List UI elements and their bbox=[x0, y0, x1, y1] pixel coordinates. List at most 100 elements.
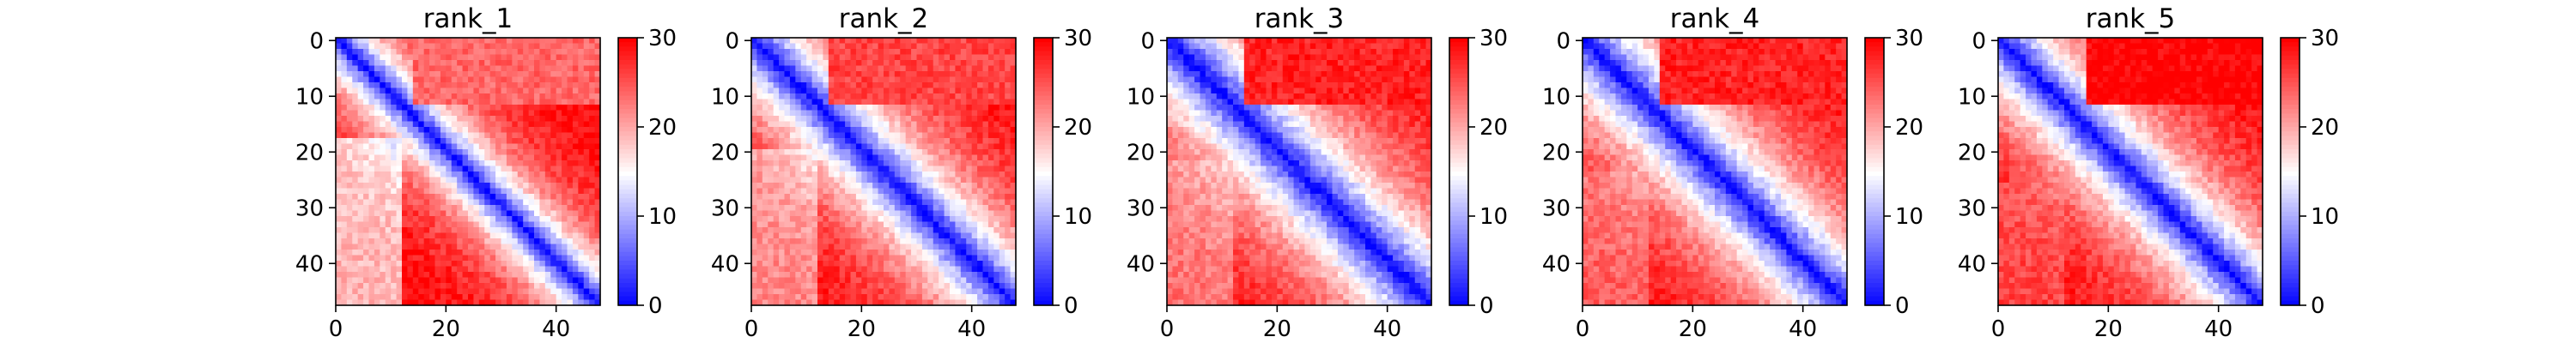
heatmap-cell bbox=[789, 210, 796, 217]
heatmap-cell bbox=[894, 294, 901, 301]
heatmap-cell bbox=[960, 227, 967, 234]
heatmap-cell bbox=[1005, 116, 1012, 123]
heatmap-cell bbox=[828, 160, 835, 167]
heatmap-cell bbox=[806, 149, 813, 156]
heatmap-cell bbox=[762, 149, 769, 156]
heatmap-cell bbox=[336, 76, 343, 83]
heatmap-cell bbox=[779, 294, 786, 301]
heatmap-cell bbox=[451, 255, 458, 262]
heatmap-cell bbox=[512, 154, 519, 161]
heatmap-cell bbox=[544, 210, 551, 217]
heatmap-cell bbox=[385, 227, 392, 234]
heatmap-cell bbox=[1005, 255, 1012, 262]
heatmap-cell bbox=[336, 132, 343, 139]
heatmap-cell bbox=[380, 65, 386, 72]
heatmap-cell bbox=[380, 177, 386, 184]
heatmap-cell bbox=[784, 266, 791, 273]
heatmap-cell bbox=[434, 132, 441, 139]
heatmap-cell bbox=[391, 172, 398, 178]
heatmap-cell bbox=[434, 49, 441, 56]
x-tick-label: 20 bbox=[848, 316, 876, 342]
colorbar-step bbox=[1034, 296, 1053, 302]
heatmap-cell bbox=[534, 283, 541, 290]
heatmap-cell bbox=[900, 43, 907, 50]
heatmap-cell bbox=[478, 49, 485, 56]
heatmap-cell bbox=[933, 99, 939, 105]
heatmap-cell bbox=[784, 116, 791, 123]
heatmap-cell bbox=[368, 54, 375, 61]
heatmap-cell bbox=[894, 65, 901, 72]
heatmap-cell bbox=[800, 165, 807, 172]
heatmap-cell bbox=[1382, 38, 1388, 45]
heatmap-cell bbox=[944, 60, 951, 67]
heatmap-cell bbox=[768, 87, 775, 94]
heatmap-cell bbox=[751, 183, 758, 190]
heatmap-cell bbox=[434, 99, 441, 105]
heatmap-cell bbox=[966, 244, 973, 250]
heatmap-cell bbox=[944, 299, 951, 306]
heatmap-cell bbox=[993, 183, 1000, 190]
colorbar-step bbox=[1034, 144, 1053, 150]
heatmap-cell bbox=[861, 60, 868, 67]
heatmap-cell bbox=[484, 87, 491, 94]
heatmap-cell bbox=[872, 238, 879, 245]
heatmap-cell bbox=[828, 110, 835, 117]
heatmap-cell bbox=[550, 250, 557, 256]
heatmap-cell bbox=[999, 205, 1005, 212]
heatmap-cell bbox=[528, 149, 535, 156]
heatmap-cell bbox=[380, 205, 386, 212]
heatmap-cell bbox=[423, 188, 430, 195]
heatmap-cell bbox=[971, 43, 978, 50]
heatmap-cell bbox=[517, 244, 524, 250]
heatmap-cell bbox=[987, 76, 994, 83]
heatmap-cell bbox=[402, 110, 409, 117]
heatmap-cell bbox=[346, 288, 353, 295]
heatmap-cell bbox=[374, 272, 380, 279]
heatmap-cell bbox=[567, 43, 574, 50]
heatmap-cell bbox=[572, 227, 579, 234]
heatmap-cell bbox=[357, 160, 364, 167]
heatmap-cell bbox=[523, 154, 530, 161]
heatmap-cell bbox=[762, 71, 769, 78]
heatmap-cell bbox=[391, 199, 398, 206]
heatmap-cell bbox=[751, 261, 758, 268]
heatmap-cell bbox=[1365, 43, 1372, 50]
heatmap-cell bbox=[977, 143, 984, 150]
heatmap-cell bbox=[418, 49, 425, 56]
heatmap-cell bbox=[1005, 294, 1012, 301]
heatmap-cell bbox=[501, 232, 507, 239]
heatmap-cell bbox=[495, 194, 502, 201]
heatmap-cell bbox=[556, 199, 562, 206]
heatmap-cell bbox=[756, 82, 763, 89]
heatmap-cell bbox=[834, 127, 841, 134]
heatmap-cell bbox=[845, 194, 852, 201]
heatmap-cell bbox=[768, 183, 775, 190]
heatmap-cell bbox=[468, 110, 475, 117]
heatmap-cell bbox=[845, 261, 852, 268]
heatmap-cell bbox=[855, 232, 862, 239]
heatmap-cell bbox=[1010, 244, 1017, 250]
heatmap-cell bbox=[845, 238, 852, 245]
heatmap-cell bbox=[368, 299, 375, 306]
heatmap-cell bbox=[866, 283, 873, 290]
heatmap-cell bbox=[523, 38, 530, 45]
heatmap-cell bbox=[966, 205, 973, 212]
colorbar-step bbox=[1034, 131, 1053, 136]
heatmap-cell bbox=[921, 116, 928, 123]
heatmap-cell bbox=[999, 71, 1005, 78]
heatmap-cell bbox=[352, 143, 359, 150]
heatmap-cell bbox=[506, 65, 513, 72]
heatmap-cell bbox=[446, 238, 453, 245]
colorbar-step bbox=[1034, 140, 1053, 146]
heatmap-cell bbox=[374, 255, 380, 262]
heatmap-cell bbox=[850, 54, 857, 61]
heatmap-cell bbox=[800, 143, 807, 150]
heatmap-cell bbox=[762, 221, 769, 228]
heatmap-cell bbox=[823, 43, 829, 50]
heatmap-cell bbox=[473, 43, 480, 50]
heatmap-cell bbox=[756, 143, 763, 150]
heatmap-cell bbox=[789, 221, 796, 228]
heatmap-cell bbox=[933, 238, 939, 245]
heatmap-cell bbox=[911, 294, 918, 301]
colorbar-step bbox=[618, 243, 637, 248]
